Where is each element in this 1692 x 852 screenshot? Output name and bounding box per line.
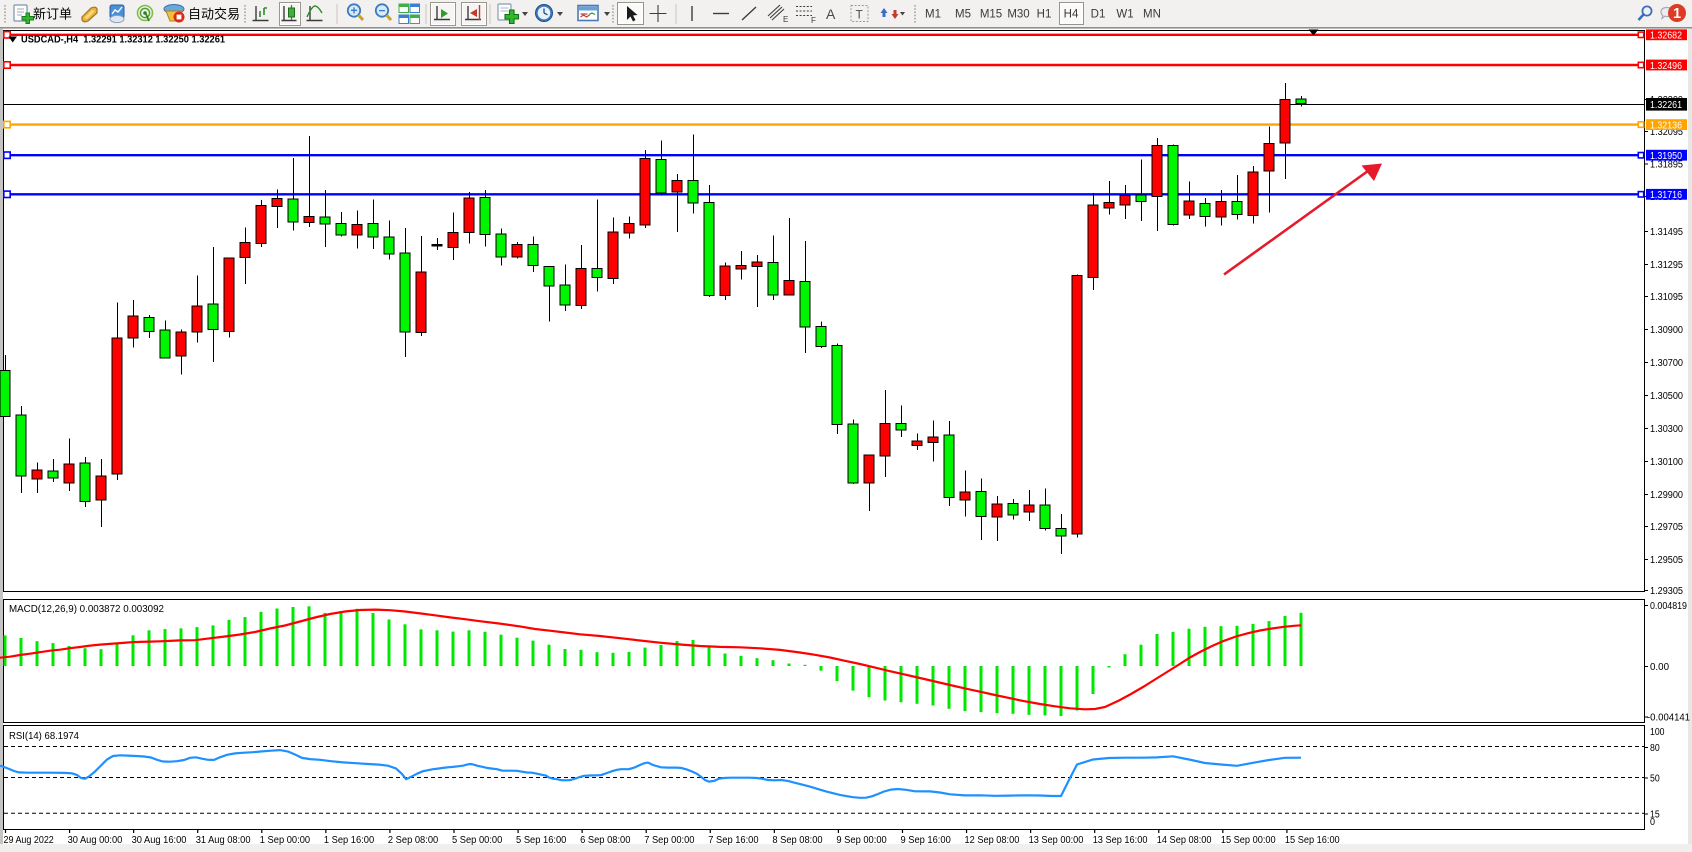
svg-text:15 Sep 16:00: 15 Sep 16:00 [1285, 834, 1340, 846]
svg-text:30 Aug 00:00: 30 Aug 00:00 [68, 834, 123, 846]
svg-text:W1: W1 [1116, 9, 1133, 21]
svg-text:1.31950: 1.31950 [1650, 151, 1682, 162]
svg-text:USDCAD-,H4 1.32291 1.32312 1.: USDCAD-,H4 1.32291 1.32312 1.32250 1.322… [21, 35, 225, 46]
svg-text:1.29505: 1.29505 [1650, 555, 1683, 566]
svg-text:0.00: 0.00 [1650, 662, 1669, 673]
svg-text:新订单: 新订单 [33, 7, 72, 22]
svg-text:MACD(12,26,9) 0.003872 0.00309: MACD(12,26,9) 0.003872 0.003092 [9, 603, 164, 615]
svg-text:1.32496: 1.32496 [1650, 61, 1682, 72]
svg-text:9 Sep 00:00: 9 Sep 00:00 [836, 834, 886, 846]
svg-text:RSI(14) 68.1974: RSI(14) 68.1974 [9, 730, 79, 742]
svg-text:1.32682: 1.32682 [1650, 31, 1682, 42]
svg-text:2 Sep 08:00: 2 Sep 08:00 [388, 834, 438, 846]
svg-text:1 Sep 16:00: 1 Sep 16:00 [324, 834, 374, 846]
svg-text:−: − [378, 4, 385, 18]
svg-text:1.30100: 1.30100 [1650, 457, 1683, 468]
svg-text:9 Sep 16:00: 9 Sep 16:00 [900, 834, 950, 846]
svg-text:100: 100 [1650, 727, 1665, 738]
svg-text:1.29900: 1.29900 [1650, 490, 1683, 501]
svg-text:D1: D1 [1091, 9, 1106, 21]
svg-text:1.32136: 1.32136 [1650, 120, 1682, 131]
svg-text:-0.004141: -0.004141 [1647, 712, 1690, 723]
svg-text:1.30300: 1.30300 [1650, 424, 1683, 435]
svg-text:1.32261: 1.32261 [1650, 100, 1682, 111]
svg-text:F: F [811, 16, 816, 25]
svg-text:8 Sep 08:00: 8 Sep 08:00 [772, 834, 822, 846]
svg-text:50: 50 [1650, 773, 1660, 784]
svg-text:14 Sep 08:00: 14 Sep 08:00 [1157, 834, 1212, 846]
svg-text:5 Sep 00:00: 5 Sep 00:00 [452, 834, 502, 846]
svg-text:M1: M1 [925, 9, 941, 21]
svg-text:0.004819: 0.004819 [1650, 601, 1687, 612]
svg-text:+: + [350, 4, 357, 18]
svg-text:M5: M5 [955, 9, 971, 21]
svg-text:0: 0 [1650, 817, 1655, 828]
svg-text:E: E [783, 15, 788, 24]
svg-text:MN: MN [1143, 9, 1161, 21]
svg-text:M30: M30 [1007, 9, 1029, 21]
svg-text:1.30500: 1.30500 [1650, 391, 1683, 402]
svg-text:H4: H4 [1064, 9, 1079, 21]
svg-text:15 Sep 00:00: 15 Sep 00:00 [1221, 834, 1276, 846]
svg-text:15: 15 [1650, 809, 1660, 820]
svg-text:1.29705: 1.29705 [1650, 522, 1683, 533]
svg-text:29 Aug 2022: 29 Aug 2022 [4, 834, 54, 846]
svg-text:12 Sep 08:00: 12 Sep 08:00 [965, 834, 1020, 846]
svg-text:1.30700: 1.30700 [1650, 358, 1683, 369]
svg-text:13 Sep 16:00: 13 Sep 16:00 [1093, 834, 1148, 846]
svg-text:30 Aug 16:00: 30 Aug 16:00 [132, 834, 187, 846]
svg-text:1: 1 [1673, 6, 1681, 22]
svg-text:1.31495: 1.31495 [1650, 227, 1683, 238]
svg-text:13 Sep 00:00: 13 Sep 00:00 [1029, 834, 1084, 846]
svg-text:A: A [826, 6, 836, 22]
svg-text:1.32095: 1.32095 [1650, 127, 1683, 138]
svg-text:80: 80 [1650, 743, 1660, 754]
svg-text:1.31716: 1.31716 [1650, 190, 1682, 201]
svg-text:31 Aug 08:00: 31 Aug 08:00 [196, 834, 251, 846]
svg-text:1.31295: 1.31295 [1650, 260, 1683, 271]
svg-text:1 Sep 00:00: 1 Sep 00:00 [260, 834, 310, 846]
svg-text:7 Sep 16:00: 7 Sep 16:00 [708, 834, 758, 846]
svg-text:1.29305: 1.29305 [1650, 586, 1683, 597]
svg-text:H1: H1 [1037, 9, 1052, 21]
svg-text:1.30900: 1.30900 [1650, 325, 1683, 336]
svg-text:6 Sep 08:00: 6 Sep 08:00 [580, 834, 630, 846]
svg-text:M15: M15 [980, 9, 1002, 21]
svg-text:自动交易: 自动交易 [188, 7, 240, 22]
svg-text:7 Sep 00:00: 7 Sep 00:00 [644, 834, 694, 846]
svg-text:T: T [856, 8, 864, 22]
svg-text:5 Sep 16:00: 5 Sep 16:00 [516, 834, 566, 846]
svg-text:1.31895: 1.31895 [1650, 159, 1683, 170]
svg-text:1.31095: 1.31095 [1650, 292, 1683, 303]
